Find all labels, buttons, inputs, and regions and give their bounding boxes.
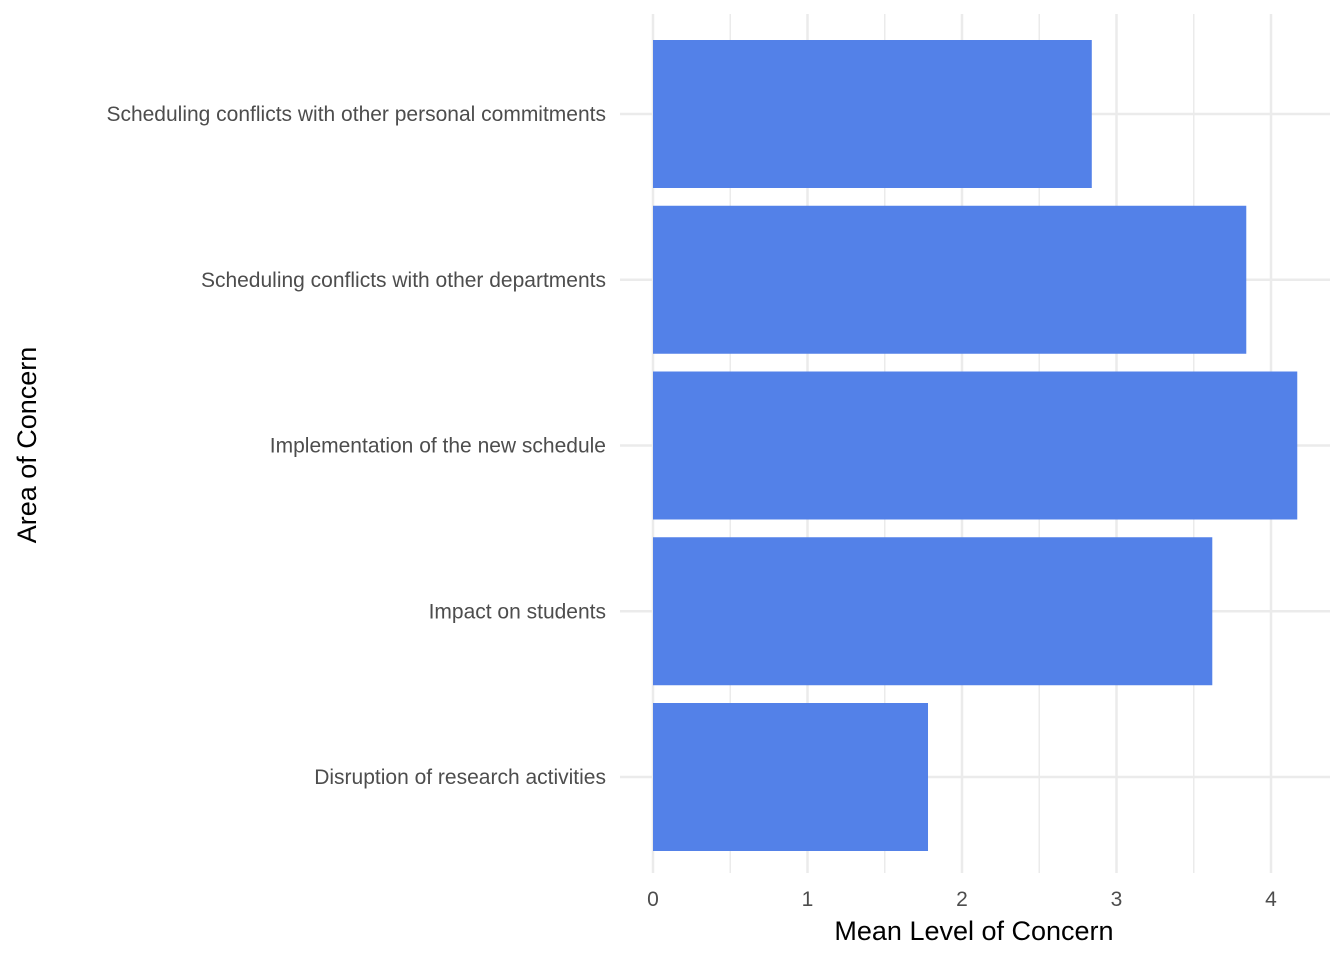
x-tick-label: 1 bbox=[802, 888, 814, 911]
bar bbox=[653, 40, 1092, 188]
y-axis-title: Area of Concern bbox=[12, 347, 42, 544]
y-tick-label: Implementation of the new schedule bbox=[270, 435, 606, 458]
x-tick-label: 4 bbox=[1265, 888, 1277, 911]
bar bbox=[653, 205, 1247, 354]
x-axis-title: Mean Level of Concern bbox=[834, 916, 1113, 946]
y-tick-label: Scheduling conflicts with other departme… bbox=[201, 269, 606, 292]
bar bbox=[653, 537, 1213, 686]
bar bbox=[653, 371, 1298, 520]
y-tick-label: Disruption of research activities bbox=[314, 766, 606, 789]
x-tick-label: 3 bbox=[1111, 888, 1123, 911]
y-tick-label: Impact on students bbox=[429, 600, 606, 623]
bar bbox=[653, 703, 929, 851]
x-tick-label: 0 bbox=[647, 888, 659, 911]
y-tick-label: Scheduling conflicts with other personal… bbox=[106, 103, 606, 126]
x-tick-labels: 0 1 2 3 4 bbox=[647, 888, 1277, 911]
bars bbox=[653, 40, 1298, 851]
x-tick-label: 2 bbox=[956, 888, 968, 911]
y-tick-labels: Disruption of research activities Impact … bbox=[106, 103, 606, 789]
